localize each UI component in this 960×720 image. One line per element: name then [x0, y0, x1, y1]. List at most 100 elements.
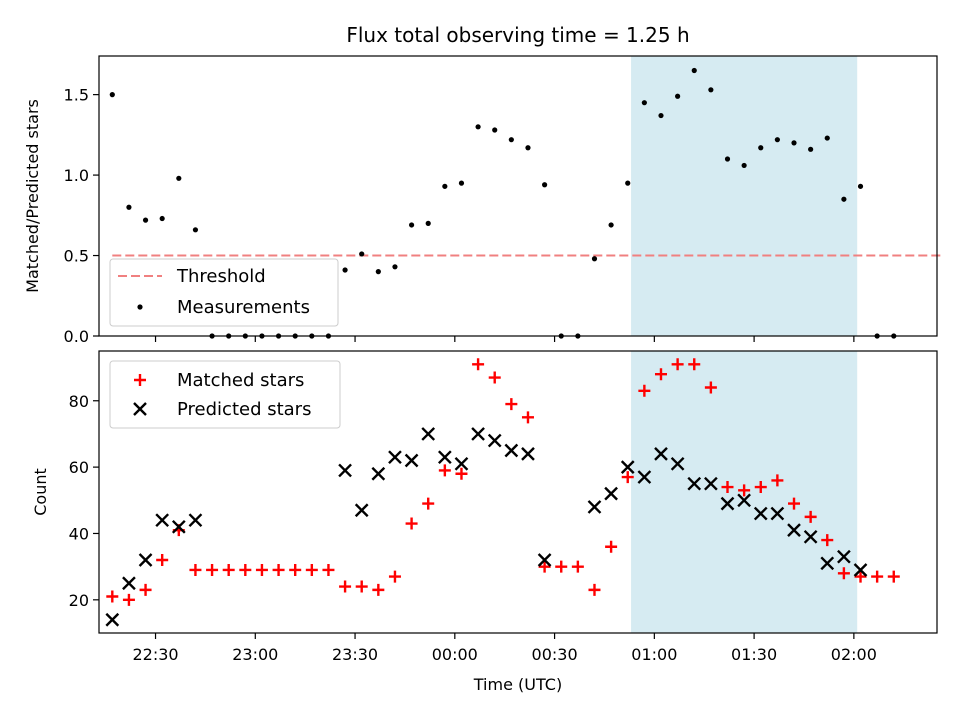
legend-measurements-label: Measurements	[177, 297, 310, 318]
matched-star-point	[638, 384, 651, 397]
predicted-star-point	[687, 476, 702, 491]
matched-star-point	[621, 471, 634, 484]
matched-star-point	[422, 497, 435, 510]
predicted-star-point	[537, 553, 552, 567]
predicted-star-point	[620, 460, 635, 474]
matched-star-point	[804, 510, 817, 523]
matched-star-point	[871, 570, 884, 583]
measurement-point	[691, 67, 697, 74]
measurement-point	[475, 124, 481, 130]
matched-star-point	[239, 563, 252, 576]
measurement-point	[658, 112, 664, 119]
xtick-label: 23:00	[232, 645, 278, 664]
matched-star-point	[156, 554, 169, 567]
matched-star-point	[272, 563, 285, 576]
top-legend: Threshold Measurements	[109, 258, 339, 327]
legend-matched-swatch	[134, 374, 146, 386]
matched-star-point	[704, 381, 717, 394]
predicted-star-point	[770, 506, 785, 521]
measurement-point	[591, 256, 598, 262]
top-ytick-label: 1.0	[64, 166, 89, 185]
measurement-point	[824, 135, 830, 141]
legend-threshold-label: Threshold	[176, 266, 266, 287]
predicted-star-point	[188, 513, 203, 528]
matched-star-point	[887, 570, 900, 583]
matched-star-point	[322, 563, 335, 576]
matched-star-point	[455, 467, 468, 480]
top-panel: 0.0 0.5 1.0 1.5 Matched/Predicted stars Thr…	[23, 55, 944, 346]
matched-star-point	[255, 563, 268, 576]
matched-star-point	[388, 570, 401, 583]
measurement-point	[641, 100, 647, 106]
predicted-star-point	[787, 523, 801, 538]
measurement-point	[508, 137, 514, 143]
legend-matched-label: Matched stars	[177, 370, 304, 391]
matched-star-point	[654, 368, 667, 381]
measurement-point	[425, 220, 431, 226]
predicted-star-point	[753, 506, 768, 521]
bottom-legend-box	[109, 360, 341, 429]
legend-predicted-swatch	[133, 402, 147, 416]
matched-star-point	[588, 583, 601, 596]
matched-star-point	[405, 517, 418, 530]
matched-star-point	[688, 358, 701, 371]
predicted-star-point	[604, 486, 618, 501]
legend-predicted-label: Predicted stars	[177, 399, 311, 420]
predicted-star-point	[504, 443, 519, 458]
matched-star-point	[738, 484, 751, 497]
xtick-label: 02:00	[831, 645, 877, 664]
bottom-ytick-label: 60	[69, 458, 89, 477]
top-plot-frame	[98, 55, 938, 337]
measurement-point	[176, 175, 182, 181]
bottom-ytick-label: 40	[69, 524, 89, 543]
predicted-star-point	[421, 427, 436, 441]
measurement-point	[126, 204, 132, 210]
measurement-point	[342, 267, 348, 273]
predicted-star-point	[155, 513, 170, 528]
matched-star-point	[754, 481, 767, 494]
bottom-y-axis-label: Count	[31, 468, 50, 516]
predicted-star-point	[354, 503, 369, 518]
measurement-point	[841, 196, 847, 202]
predicted-star-point	[138, 553, 153, 567]
predicted-star-point	[371, 466, 386, 481]
matched-star-point	[222, 563, 235, 576]
predicted-star-point	[720, 496, 735, 511]
top-ytick-label: 0.5	[64, 247, 89, 266]
matched-star-point	[355, 580, 368, 593]
measurement-point	[608, 222, 614, 228]
predicted-star-point	[704, 476, 718, 491]
predicted-star-point	[737, 493, 751, 508]
predicted-star-point	[637, 470, 652, 484]
measurement-point	[392, 264, 398, 270]
predicted-star-point	[521, 446, 535, 461]
measurement-point	[724, 156, 731, 162]
predicted-star-point	[454, 456, 469, 471]
matched-star-point	[521, 411, 534, 424]
legend-measurements-swatch	[137, 304, 143, 310]
top-highlight-span	[631, 56, 858, 336]
xtick-label: 00:00	[432, 645, 478, 664]
predicted-star-point	[388, 450, 402, 465]
top-legend-box	[109, 258, 339, 327]
xtick-label: 22:30	[132, 645, 178, 664]
xtick-label: 23:30	[332, 645, 378, 664]
matched-star-point	[721, 481, 734, 494]
predicted-star-point	[105, 612, 120, 627]
matched-star-point	[372, 583, 385, 596]
bottom-ytick-label: 80	[69, 392, 89, 411]
measurement-point	[675, 93, 681, 99]
predicted-star-point	[171, 519, 186, 534]
bottom-panel: 20 40 60 80 22:30 23:00 23:30 00:00 00:30 01:00 0…	[31, 350, 938, 694]
measurement-point	[109, 92, 115, 98]
measurement-point	[625, 180, 631, 186]
matched-star-point	[139, 583, 152, 596]
measurement-point	[708, 87, 714, 93]
matched-star-point	[854, 570, 867, 583]
matched-star-point	[206, 563, 219, 576]
predicted-star-point	[820, 556, 835, 571]
bottom-legend: Matched stars Predicted stars	[109, 360, 341, 429]
chart-title: Flux total observing time = 1.25 h	[346, 23, 689, 47]
bottom-ytick-label: 20	[69, 591, 89, 610]
